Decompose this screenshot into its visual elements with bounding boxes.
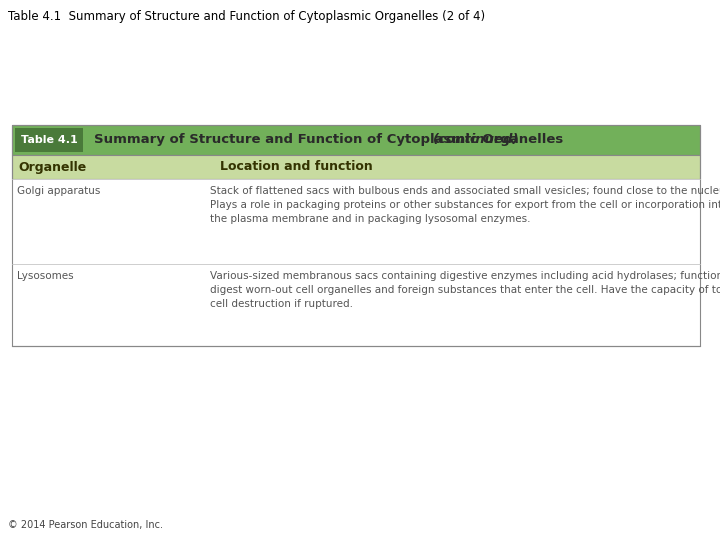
Text: Location and function: Location and function [220,160,373,173]
Text: Various-sized membranous sacs containing digestive enzymes including acid hydrol: Various-sized membranous sacs containing… [210,271,720,309]
Text: Lysosomes: Lysosomes [17,271,73,281]
Bar [12,125,700,155]
Bar [15,128,83,152]
Text: Summary of Structure and Function of Cytoplasmic Organelles: Summary of Structure and Function of Cyt… [94,133,568,146]
Bar [12,179,700,264]
Bar [12,155,700,179]
Text: Golgi apparatus: Golgi apparatus [17,186,100,196]
Text: (continued): (continued) [433,133,520,146]
Text: Stack of flattened sacs with bulbous ends and associated small vesicles; found c: Stack of flattened sacs with bulbous end… [210,186,720,224]
Bar [12,264,700,346]
Text: Organelle: Organelle [18,160,86,173]
Bar [12,125,700,346]
Text: Table 4.1: Table 4.1 [21,135,77,145]
Text: Table 4.1  Summary of Structure and Function of Cytoplasmic Organelles (2 of 4): Table 4.1 Summary of Structure and Funct… [8,10,485,23]
Text: © 2014 Pearson Education, Inc.: © 2014 Pearson Education, Inc. [8,520,163,530]
